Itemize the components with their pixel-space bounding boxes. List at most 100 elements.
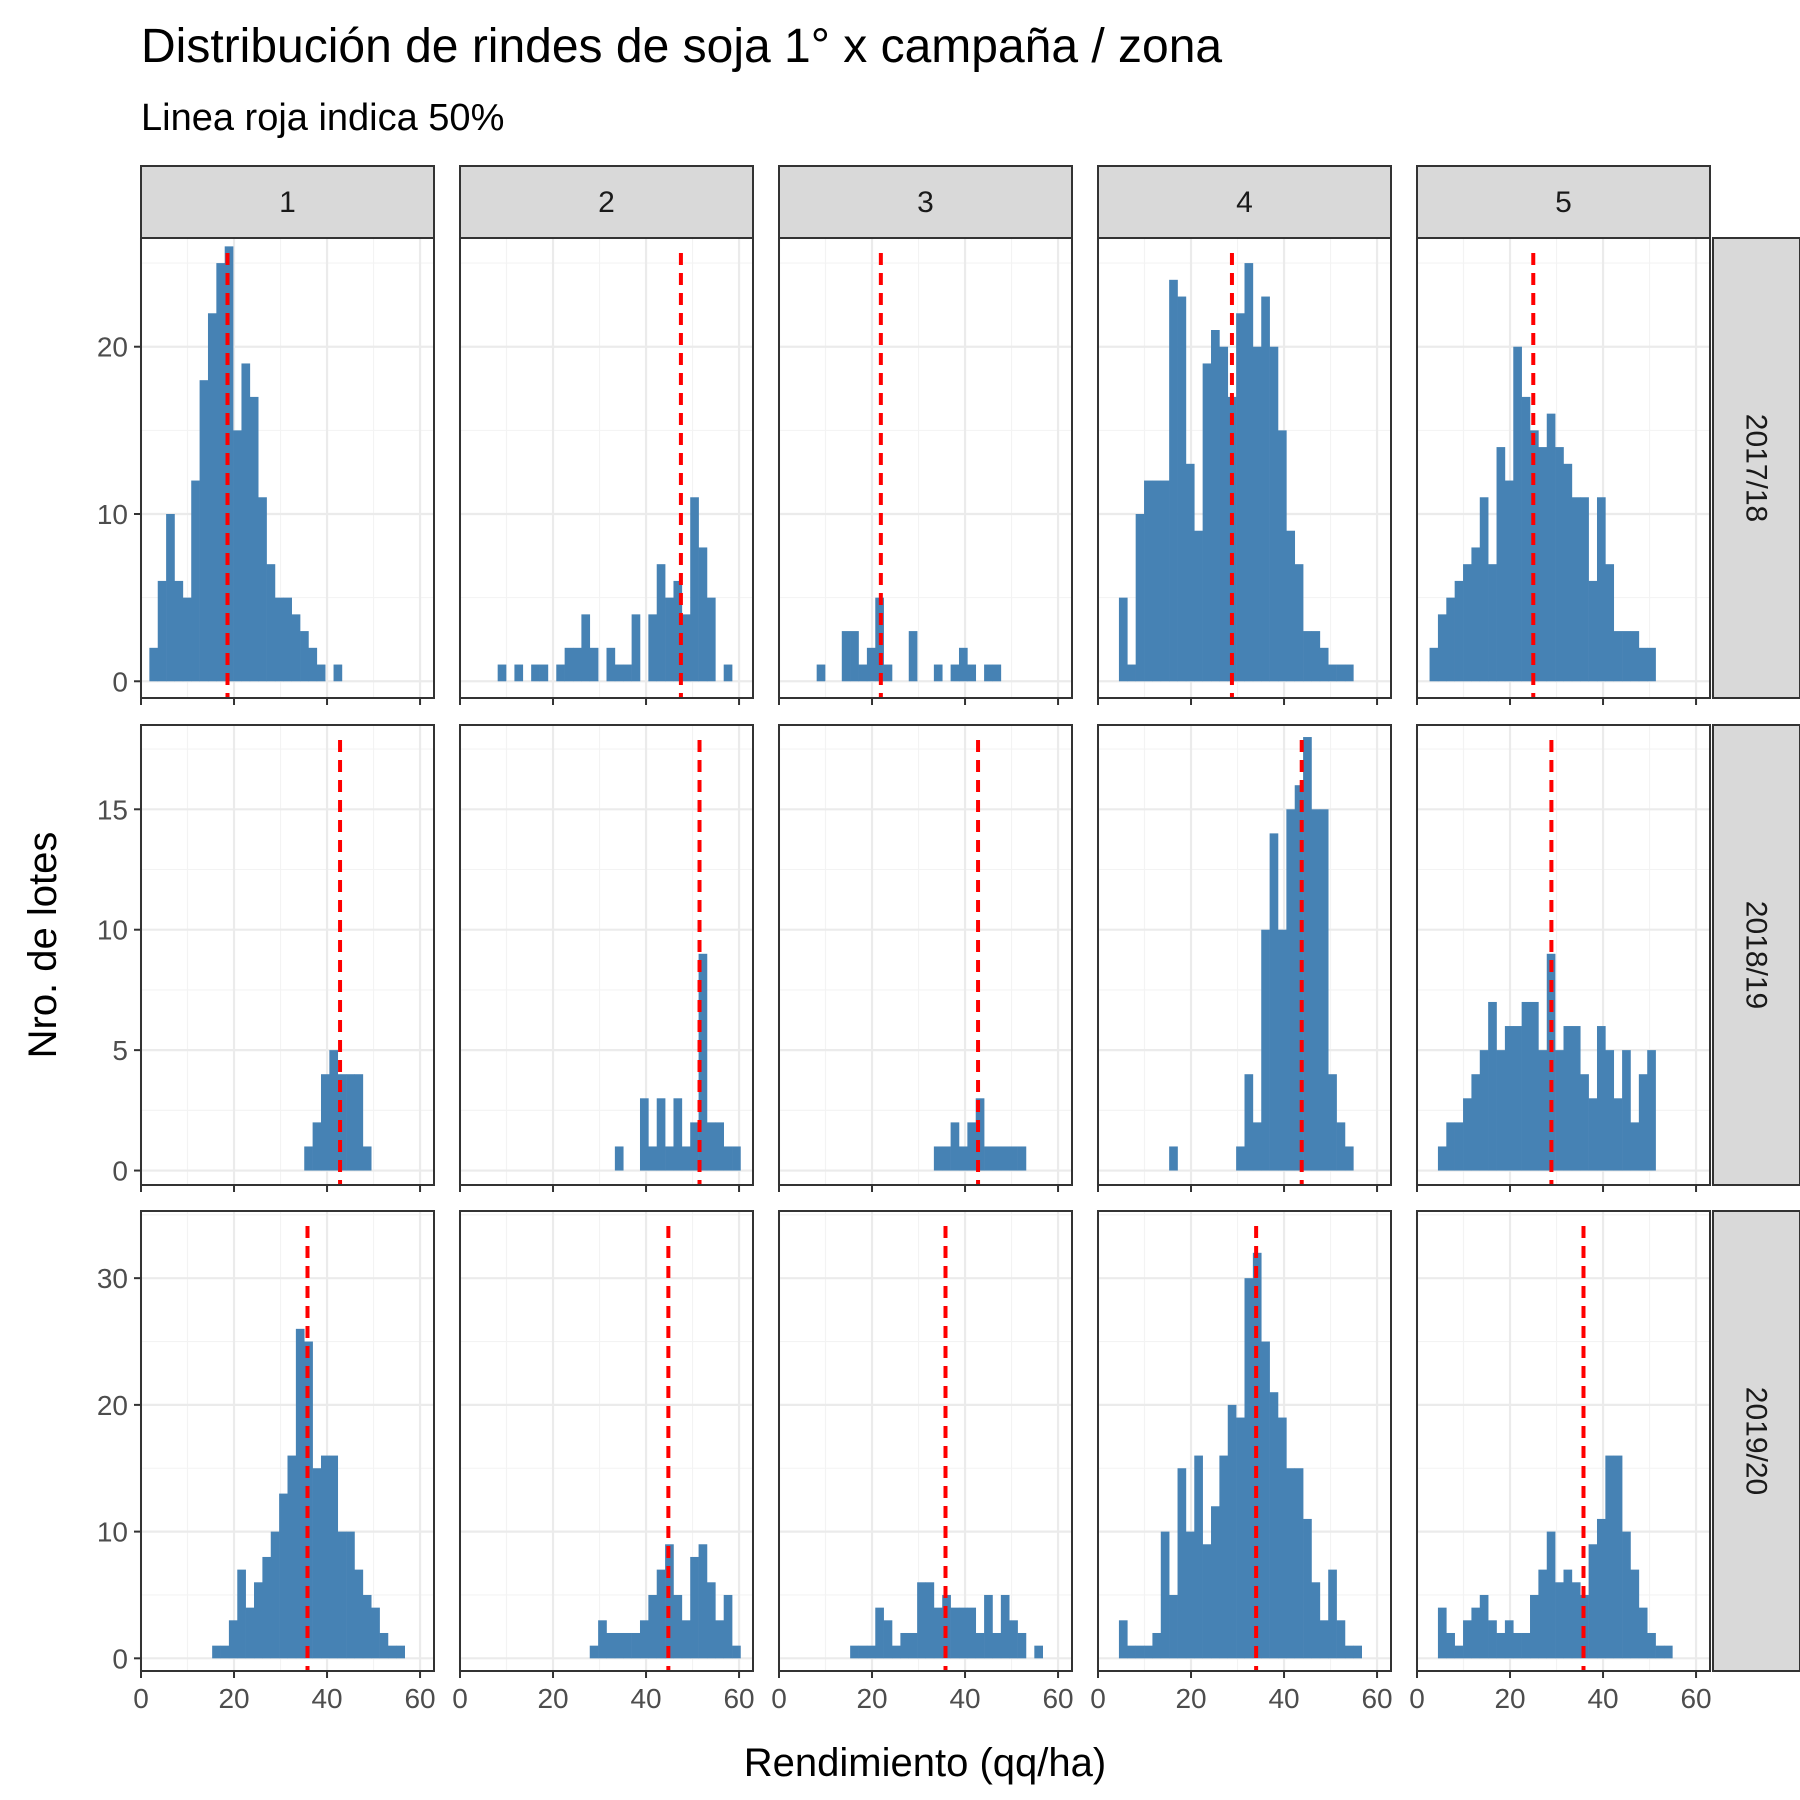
histogram-bar [706,597,716,682]
x-tick-label: 40 [311,1683,342,1714]
histogram-bar [1286,530,1296,682]
histogram-bar [1311,1582,1321,1659]
histogram-bar [673,580,683,682]
histogram-bar [1009,1146,1018,1171]
histogram-bar [1588,1544,1598,1659]
histogram-bar [648,614,658,682]
histogram-bar [1588,580,1598,682]
histogram-bar [1463,1620,1472,1659]
histogram-bar [1236,1417,1245,1659]
histogram-bar [241,363,251,682]
histogram-bar [1000,1594,1010,1659]
histogram-bar [958,647,968,682]
histogram-bar [706,1582,716,1659]
histogram-bar [900,1632,910,1659]
histogram-bar [1647,1632,1656,1659]
histogram-bar [992,664,1002,682]
x-tick-label: 60 [1042,1683,1073,1714]
histogram-bar [1613,1098,1623,1171]
histogram-bar [191,480,200,682]
panel-1-1 [458,724,754,1192]
histogram-bar [1563,1026,1573,1171]
histogram-bar [656,1569,666,1659]
histogram-bar [1655,1645,1665,1659]
histogram-bar [1127,664,1136,682]
y-tick-label: 15 [97,794,128,825]
histogram-bar [967,664,977,682]
y-tick-label: 0 [112,666,128,697]
histogram-bar [917,1582,926,1659]
histogram-bar [1496,1632,1506,1659]
histogram-bar [958,1607,968,1659]
histogram-bar [1454,580,1464,682]
panel-border [1416,1210,1711,1672]
panel-0-3 [1096,237,1392,705]
panel-background [779,725,1072,1185]
histogram-bar [1261,1341,1270,1659]
histogram-bar [690,1122,699,1171]
histogram-bar [631,1632,641,1659]
histogram-bar [573,647,582,682]
histogram-bar [1160,1531,1170,1659]
histogram-bar [908,631,918,682]
histogram-bar [1194,530,1203,682]
histogram-bar [1538,1050,1548,1171]
histogram-bar [1647,647,1656,682]
histogram-bar [1563,1569,1573,1659]
panel-border [140,1210,435,1672]
zone-strip-3 [778,165,1073,239]
histogram-bar [258,497,267,682]
histogram-bar [1488,564,1497,682]
panel-background [460,725,753,1185]
zone-strip-label-2: 2 [598,186,615,219]
histogram-bar [1211,1506,1220,1659]
histogram-bar [245,1607,255,1659]
histogram-bar [337,1531,347,1659]
histogram-bar [1269,1392,1279,1659]
histogram-bar [1605,564,1615,682]
panel-border [459,724,754,1186]
chart-subtitle: Linea roja indica 50% [141,97,504,139]
histogram-bar [1605,1455,1615,1659]
panel-2-0: 0 10 20 30 0 20 40 60 [97,1210,436,1714]
histogram-bar [1479,1594,1489,1659]
histogram-bar [1596,1026,1606,1171]
histogram-bar [497,664,507,682]
histogram-bar [1630,631,1640,682]
panel-1-4 [1415,724,1711,1192]
histogram-bar [850,1645,859,1659]
histogram-bar [614,1146,624,1171]
panel-border [140,237,435,699]
histogram-bar [1538,447,1548,682]
histogram-bar [270,1531,280,1659]
x-tick-label: 60 [1361,1683,1392,1714]
histogram-bar [1336,664,1346,682]
histogram-bar [715,1620,724,1659]
histogram-bar [950,664,960,682]
histogram-bar [681,1620,691,1659]
x-tick-label: 0 [771,1683,787,1714]
histogram-bar [992,1146,1002,1171]
histogram-bar [1135,1645,1145,1659]
histogram-bar [1344,1645,1354,1659]
histogram-bar [1555,447,1564,682]
histogram-bar [1488,1620,1497,1659]
y-tick-label: 10 [97,915,128,946]
histogram-bar [1647,1050,1656,1171]
panel-0-0: 0 10 20 [97,237,435,705]
histogram-bar [673,1594,683,1659]
histogram-bar [295,1328,305,1659]
histogram-bar [346,1531,355,1659]
y-axis-title: Nro. de lotes [21,832,65,1059]
histogram-bar [199,380,209,682]
histogram-bar [648,1146,658,1171]
histogram-bar [984,1594,993,1659]
histogram-bar [698,547,708,682]
histogram-bar [1471,547,1481,682]
histogram-bar [304,1341,313,1659]
histogram-bar [354,1074,364,1171]
histogram-bar [581,614,591,682]
histogram-bar [1463,1098,1472,1171]
